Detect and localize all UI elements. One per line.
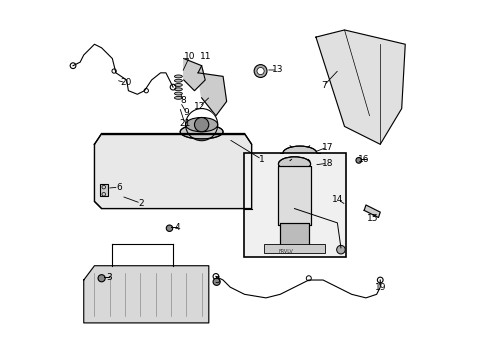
- Text: 7: 7: [321, 81, 326, 90]
- Text: 1: 1: [258, 155, 264, 164]
- Polygon shape: [183, 59, 205, 91]
- Text: 14: 14: [332, 195, 343, 204]
- Polygon shape: [94, 134, 251, 208]
- Bar: [278, 166, 310, 225]
- Text: 10: 10: [183, 52, 195, 61]
- Circle shape: [166, 225, 172, 231]
- Text: 16: 16: [357, 155, 368, 164]
- Circle shape: [336, 246, 345, 254]
- Text: 3: 3: [106, 273, 112, 282]
- Bar: [280, 223, 308, 251]
- Ellipse shape: [180, 125, 223, 139]
- Ellipse shape: [174, 96, 182, 99]
- Text: FRVLV: FRVLV: [278, 249, 293, 254]
- Text: 21: 21: [179, 119, 190, 128]
- Ellipse shape: [174, 84, 182, 86]
- Polygon shape: [364, 205, 380, 217]
- Text: 5: 5: [214, 276, 220, 285]
- Circle shape: [213, 278, 220, 285]
- Ellipse shape: [174, 92, 182, 95]
- Text: 18: 18: [321, 159, 332, 168]
- Ellipse shape: [174, 75, 182, 78]
- Bar: [244, 153, 346, 257]
- Bar: [280, 223, 308, 251]
- Circle shape: [355, 157, 361, 163]
- Circle shape: [257, 67, 264, 75]
- Text: 15: 15: [366, 214, 377, 223]
- Polygon shape: [83, 266, 208, 323]
- Bar: [278, 166, 310, 225]
- Circle shape: [254, 64, 266, 77]
- Ellipse shape: [278, 157, 310, 171]
- Text: 19: 19: [374, 283, 386, 292]
- Ellipse shape: [174, 79, 182, 82]
- Text: 2: 2: [138, 199, 143, 208]
- Polygon shape: [198, 73, 226, 116]
- Text: 13: 13: [271, 66, 283, 75]
- Text: 8: 8: [180, 96, 185, 105]
- Ellipse shape: [174, 88, 182, 91]
- Text: 17: 17: [321, 143, 332, 152]
- Bar: [100, 184, 107, 196]
- Text: 9: 9: [183, 108, 189, 117]
- Text: 12: 12: [193, 102, 205, 111]
- Ellipse shape: [283, 146, 316, 160]
- Circle shape: [98, 275, 105, 282]
- Bar: [264, 244, 324, 253]
- Polygon shape: [315, 30, 405, 144]
- Text: 6: 6: [116, 183, 122, 192]
- Ellipse shape: [185, 117, 217, 132]
- Circle shape: [194, 117, 208, 132]
- Text: 20: 20: [120, 78, 131, 87]
- Text: 4: 4: [175, 222, 180, 231]
- Text: 11: 11: [200, 52, 211, 61]
